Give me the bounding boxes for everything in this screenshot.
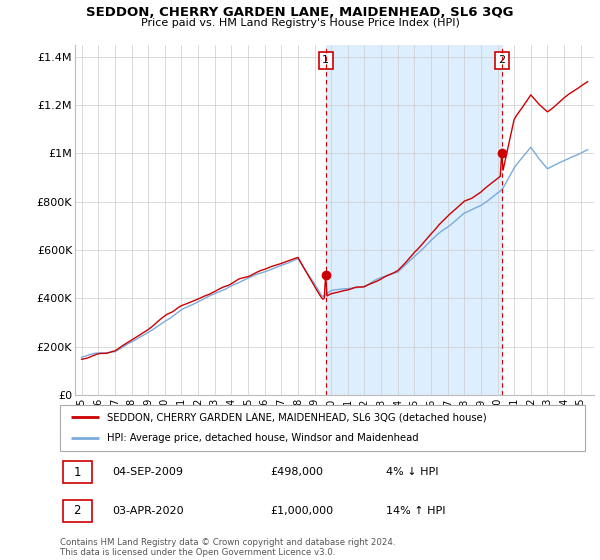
Bar (326, 45, 502, 395)
Text: £1,000,000: £1,000,000 (270, 506, 333, 516)
Text: HPI: Average price, detached house, Windsor and Maidenhead: HPI: Average price, detached house, Wind… (107, 433, 419, 444)
Text: SEDDON, CHERRY GARDEN LANE, MAIDENHEAD, SL6 3QG (detached house): SEDDON, CHERRY GARDEN LANE, MAIDENHEAD, … (107, 412, 487, 422)
Text: 2: 2 (498, 55, 505, 66)
Text: 1: 1 (322, 55, 329, 66)
Text: 2: 2 (73, 505, 81, 517)
Bar (62, 500, 91, 522)
Text: Contains HM Land Registry data © Crown copyright and database right 2024.
This d: Contains HM Land Registry data © Crown c… (60, 538, 395, 557)
Text: 1: 1 (73, 466, 81, 479)
Text: £498,000: £498,000 (270, 468, 323, 478)
Text: Price paid vs. HM Land Registry's House Price Index (HPI): Price paid vs. HM Land Registry's House … (140, 18, 460, 28)
Text: 04-SEP-2009: 04-SEP-2009 (113, 468, 184, 478)
Text: SEDDON, CHERRY GARDEN LANE, MAIDENHEAD, SL6 3QG: SEDDON, CHERRY GARDEN LANE, MAIDENHEAD, … (86, 6, 514, 18)
Text: 03-APR-2020: 03-APR-2020 (113, 506, 184, 516)
Text: 4% ↓ HPI: 4% ↓ HPI (386, 468, 438, 478)
Bar (62, 461, 91, 483)
Text: 14% ↑ HPI: 14% ↑ HPI (386, 506, 445, 516)
